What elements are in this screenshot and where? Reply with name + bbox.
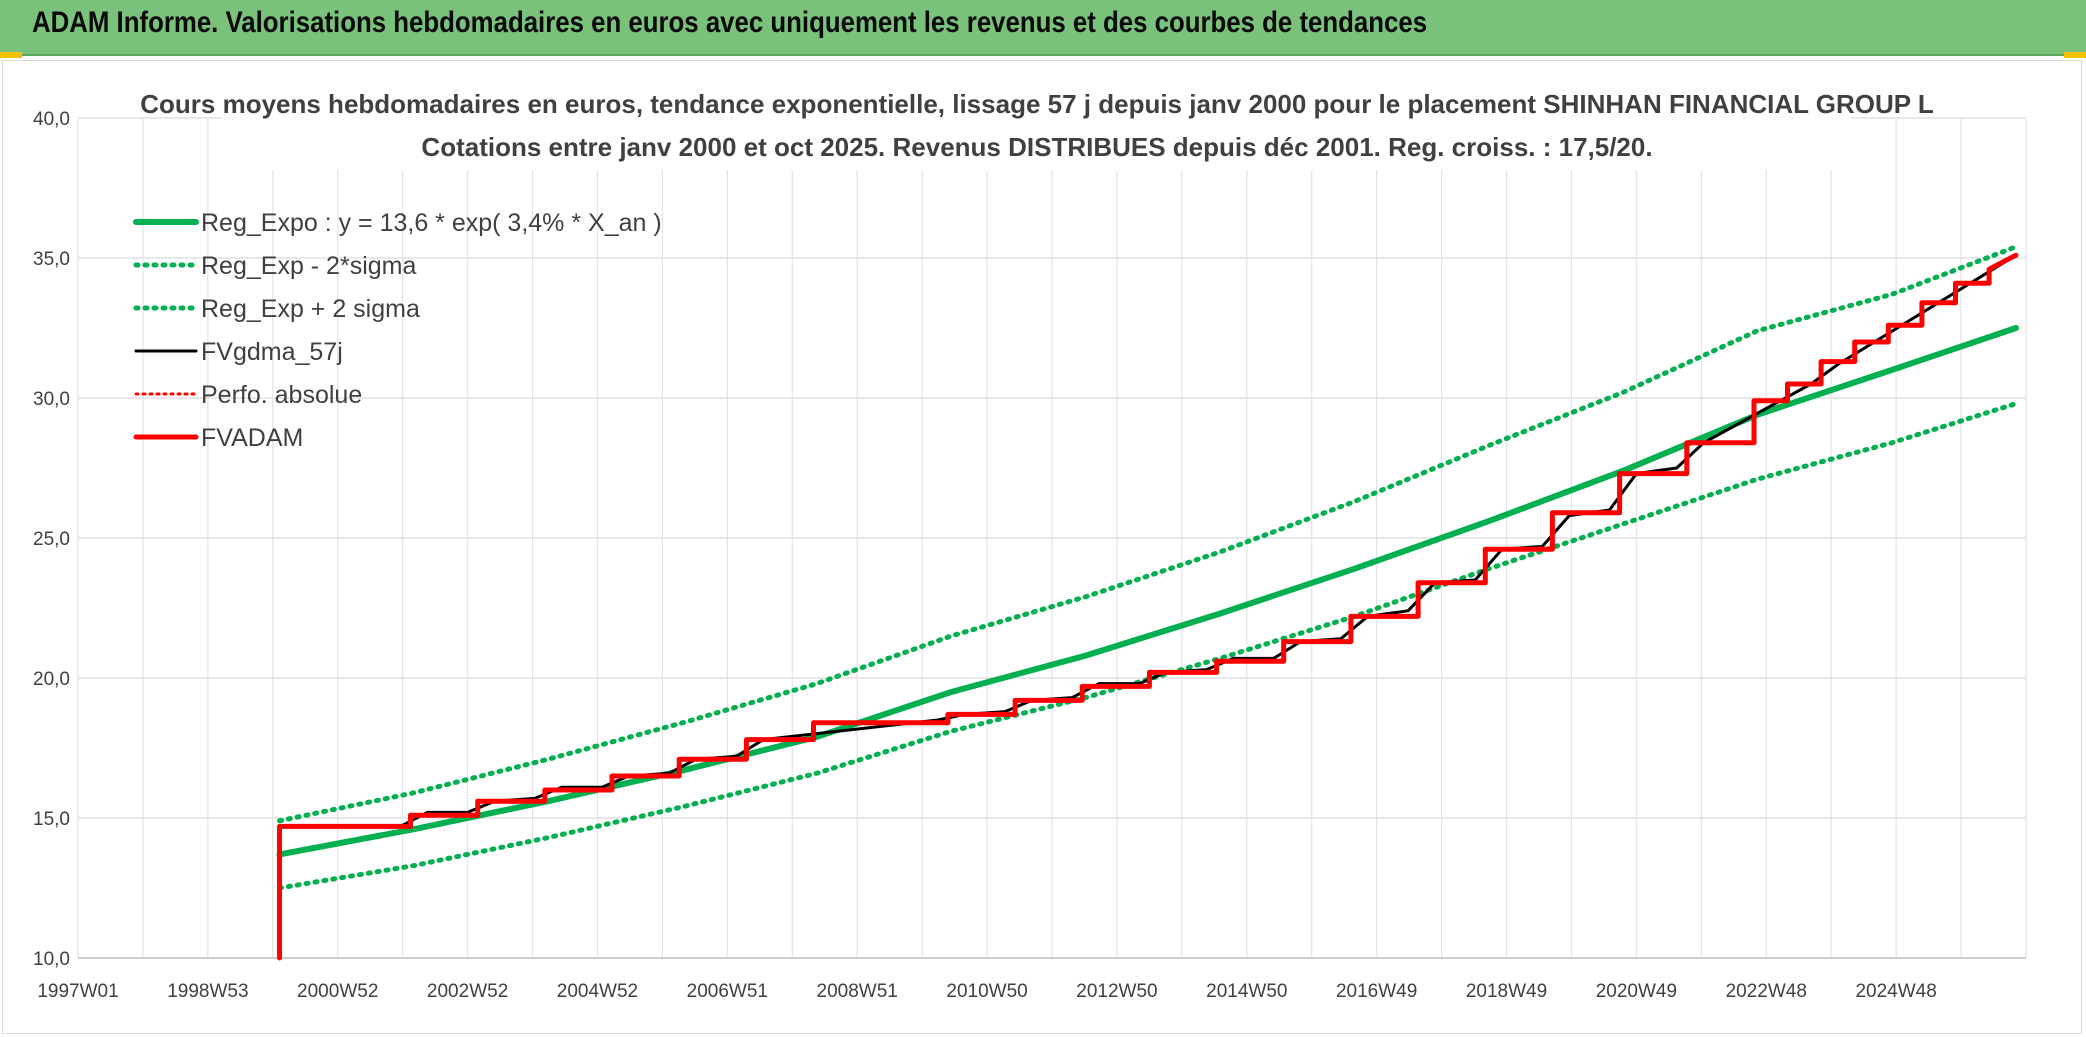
legend-label: Reg_Exp + 2 sigma [201, 295, 420, 323]
legend: Reg_Expo : y = 13,6 * exp( 3,4% * X_an )… [133, 209, 662, 452]
y-tick-label: 35,0 [33, 249, 70, 270]
x-tick-label: 1997W01 [37, 981, 118, 1002]
corner-accent-right [2064, 52, 2086, 58]
y-tick-label: 25,0 [33, 529, 70, 550]
chart-title: Cours moyens hebdomadaires en euros, ten… [140, 89, 1934, 119]
series-group [276, 244, 2019, 961]
x-tick-label: 2010W50 [946, 981, 1027, 1002]
title-backdrop [222, 98, 1852, 170]
y-axis-ticks: 10,0 15,0 20,0 25,0 30,0 35,0 40,0 [33, 109, 70, 970]
x-tick-label: 2016W49 [1336, 981, 1417, 1002]
series-line-1 [277, 401, 2019, 891]
report-banner: ADAM Informe. Valorisations hebdomadaire… [0, 0, 2086, 56]
legend-label: Reg_Exp - 2*sigma [201, 252, 416, 280]
report-title: ADAM Informe. Valorisations hebdomadaire… [32, 6, 1428, 39]
x-tick-label: 2022W48 [1726, 981, 1807, 1002]
y-tick-label: 30,0 [33, 389, 70, 410]
x-tick-label: 2008W51 [817, 981, 898, 1002]
x-tick-label: 2002W52 [427, 981, 508, 1002]
series-line-3 [278, 253, 2018, 828]
series-line-5 [277, 252, 2019, 961]
y-tick-label: 20,0 [33, 669, 70, 690]
series-line-2 [277, 244, 2019, 824]
y-tick-label: 40,0 [33, 109, 70, 130]
x-tick-label: 2012W50 [1076, 981, 1157, 1002]
legend-label: Perfo. absolue [201, 381, 362, 409]
x-tick-label: 1998W53 [167, 981, 248, 1002]
x-tick-label: 2024W48 [1855, 981, 1936, 1002]
chart-frame [2, 60, 2082, 1034]
legend-label: FVADAM [201, 424, 303, 452]
x-tick-label: 2006W51 [687, 981, 768, 1002]
grid-lines [77, 117, 2027, 959]
x-tick-label: 2020W49 [1596, 981, 1677, 1002]
legend-label: Reg_Expo : y = 13,6 * exp( 3,4% * X_an ) [201, 209, 662, 237]
x-tick-label: 2018W49 [1466, 981, 1547, 1002]
y-tick-label: 10,0 [33, 949, 70, 970]
legend-label: FVgdma_57j [201, 338, 343, 366]
corner-accent-left [0, 52, 22, 58]
x-tick-label: 2000W52 [297, 981, 378, 1002]
x-tick-label: 2004W52 [557, 981, 638, 1002]
y-tick-label: 15,0 [33, 809, 70, 830]
x-axis-ticks: 1997W01 1998W53 2000W52 2002W52 2004W52 2006W… [37, 981, 1936, 1002]
chart-subtitle: Cotations entre janv 2000 et oct 2025. R… [421, 132, 1652, 162]
x-tick-label: 2014W50 [1206, 981, 1287, 1002]
